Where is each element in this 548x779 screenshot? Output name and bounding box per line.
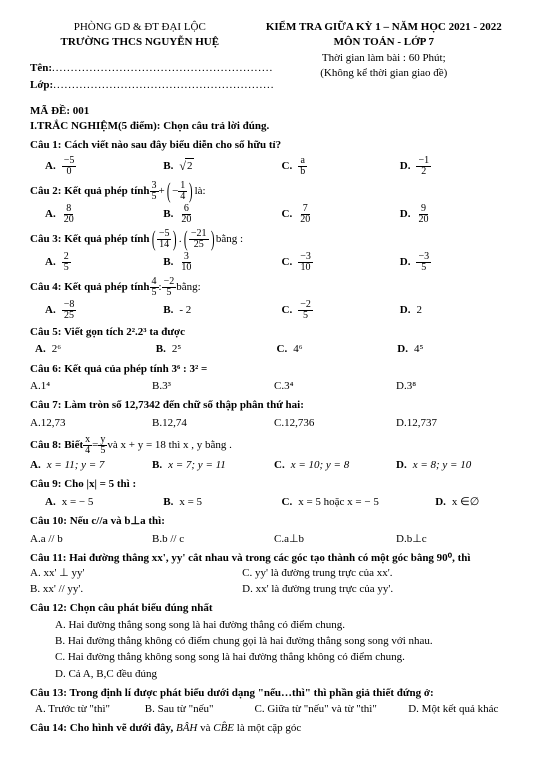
- q8-stem: Câu 8: Biết x4 = y5 và x + y = 18 thì x …: [30, 435, 232, 456]
- q1: Câu 1: Cách viết nào sau đây biểu diễn c…: [30, 138, 518, 176]
- q1-a: −50: [62, 156, 77, 177]
- q12-stem: Câu 12: Chọn câu phát biểu đúng nhất: [30, 601, 518, 616]
- q1-b: √2: [179, 158, 194, 175]
- exam-title: KIỂM TRA GIỮA KỲ 1 – NĂM HỌC 2021 - 2022: [250, 20, 518, 35]
- q5-stem: Câu 5: Viết gọn tích 2².2³ ta được: [30, 325, 518, 340]
- q11-stem: Câu 11: Hai đường thẳng xx', yy' cắt nha…: [30, 551, 518, 566]
- name-dots: ........................................…: [52, 61, 273, 76]
- q2-stem: Câu 2: Kết quả phép tính 35 +(− 14 ) là:: [30, 181, 206, 202]
- q5: Câu 5: Viết gọn tích 2².2³ ta được A.2⁶ …: [30, 325, 518, 358]
- time: Thời gian làm bài : 60 Phút;: [250, 51, 518, 66]
- header: PHÒNG GD & ĐT ĐẠI LỘC TRƯỜNG THCS NGUYỄN…: [30, 20, 518, 94]
- header-right: KIỂM TRA GIỮA KỲ 1 – NĂM HỌC 2021 - 2022…: [250, 20, 518, 94]
- q1-stem: Câu 1: Cách viết nào sau đây biểu diễn c…: [30, 138, 518, 153]
- name-label: Tên:: [30, 61, 52, 76]
- made: MÃ ĐỀ: 001: [30, 104, 518, 119]
- q9-stem: Câu 9: Cho |x| = 5 thì :: [30, 477, 518, 492]
- note: (Không kể thời gian giao đề): [250, 66, 518, 81]
- q3: Câu 3: Kết quả phép tính (−514) . (−2125…: [30, 229, 518, 273]
- class-dots: ........................................…: [53, 78, 274, 93]
- q7-stem: Câu 7: Làm tròn số 12,7342 đến chữ số th…: [30, 398, 518, 413]
- q1-c: ab: [298, 156, 307, 177]
- part1-title: I.TRẮC NGHIỆM(5 điểm): Chọn câu trả lời …: [30, 119, 518, 134]
- q6-stem: Câu 6: Kết quả của phép tính 3⁶ : 3² =: [30, 362, 518, 377]
- q9: Câu 9: Cho |x| = 5 thì : A.x = − 5 B.x =…: [30, 477, 518, 510]
- q13: Câu 13: Trong định lí được phát biểu dướ…: [30, 686, 518, 717]
- q4-stem: Câu 4: Kết quả phép tính 45 : −25 bằng:: [30, 277, 201, 298]
- q12: Câu 12: Chọn câu phát biểu đúng nhất A. …: [30, 601, 518, 682]
- q8: Câu 8: Biết x4 = y5 và x + y = 18 thì x …: [30, 435, 518, 473]
- class-field: Lớp: ...................................…: [30, 78, 250, 93]
- q7: Câu 7: Làm tròn số 12,7342 đến chữ số th…: [30, 398, 518, 431]
- q10-stem: Câu 10: Nếu c//a và b⊥a thì:: [30, 514, 518, 529]
- q11: Câu 11: Hai đường thẳng xx', yy' cắt nha…: [30, 551, 518, 597]
- q4-opts: A.−825 B.- 2 C.−25 D.2: [45, 300, 518, 321]
- q3-stem: Câu 3: Kết quả phép tính (−514) . (−2125…: [30, 229, 243, 250]
- dept: PHÒNG GD & ĐT ĐẠI LỘC: [30, 20, 250, 35]
- q10: Câu 10: Nếu c//a và b⊥a thì: A. a // b B…: [30, 514, 518, 547]
- name-field: Tên: ...................................…: [30, 61, 250, 76]
- q4: Câu 4: Kết quả phép tính 45 : −25 bằng: …: [30, 277, 518, 321]
- q2: Câu 2: Kết quả phép tính 35 +(− 14 ) là:…: [30, 181, 518, 225]
- q3-opts: A.25 B.310 C.−310 D.−35: [45, 252, 518, 273]
- q14: Câu 14: Cho hình vẽ dưới đây, BÂH và CB̂…: [30, 721, 518, 736]
- q2-opts: A.820 B.620 C.720 D.920: [45, 204, 518, 225]
- class-label: Lớp:: [30, 78, 53, 93]
- header-left: PHÒNG GD & ĐT ĐẠI LỘC TRƯỜNG THCS NGUYỄN…: [30, 20, 250, 94]
- q1-opts: A.−50 B.√2 C.ab D.−12: [45, 156, 518, 177]
- subject: MÔN TOÁN - LỚP 7: [250, 35, 518, 50]
- q6: Câu 6: Kết quả của phép tính 3⁶ : 3² = A…: [30, 362, 518, 395]
- school: TRƯỜNG THCS NGUYỄN HUỆ: [30, 35, 250, 50]
- q13-stem: Câu 13: Trong định lí được phát biểu dướ…: [30, 686, 518, 701]
- q1-d: −12: [416, 156, 431, 177]
